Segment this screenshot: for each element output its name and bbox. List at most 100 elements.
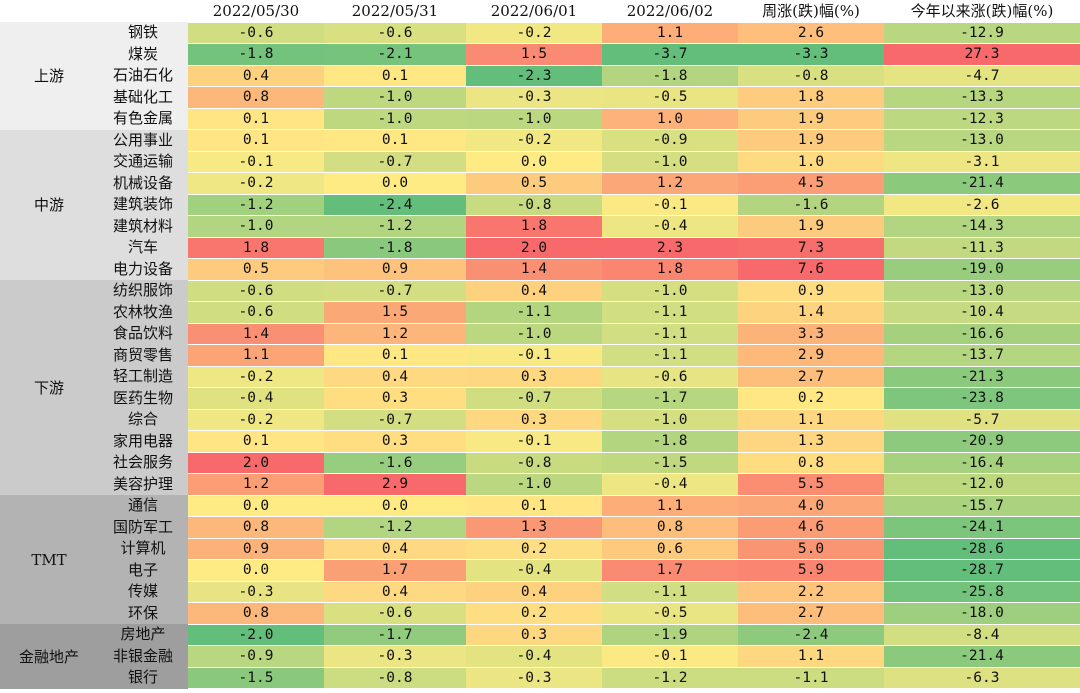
heat-cell: -2.1	[324, 44, 466, 65]
heat-cell: -12.0	[884, 474, 1080, 495]
industry-label: 纺织服饰	[112, 281, 173, 299]
heat-cell: 0.1	[188, 431, 324, 452]
heat-cell: -0.8	[466, 194, 602, 215]
industry-label: 基础化工	[112, 87, 173, 106]
heat-cell: 2.7	[738, 603, 884, 624]
heat-cell: -21.3	[884, 366, 1080, 387]
industry-label: 通信	[127, 496, 158, 514]
heat-cell: 0.4	[324, 366, 466, 387]
heat-cell: -2.4	[324, 194, 466, 215]
heat-cell: -1.0	[324, 108, 466, 129]
heat-cell: -1.8	[602, 431, 738, 452]
heat-cell: 0.8	[602, 517, 738, 538]
heat-cell: -0.2	[188, 409, 324, 430]
heat-cell: 0.9	[188, 538, 324, 559]
group-label-text: 上游	[33, 67, 64, 86]
heat-cell: -0.2	[188, 366, 324, 387]
heat-cell: 0.1	[324, 65, 466, 86]
industry-label: 农林牧渔	[112, 302, 173, 321]
heat-cell: 1.4	[738, 302, 884, 323]
heat-cell: 0.1	[324, 345, 466, 366]
heat-cell: 1.5	[466, 44, 602, 65]
heat-cell: 1.7	[602, 560, 738, 581]
industry-label: 商贸零售	[112, 345, 173, 364]
heat-cell: 0.3	[324, 431, 466, 452]
heat-cell: 0.9	[738, 280, 884, 301]
heat-cell: -1.8	[324, 237, 466, 258]
group-label: 中游	[0, 130, 98, 281]
heat-cell: 4.5	[738, 173, 884, 194]
heat-cell: 0.0	[324, 495, 466, 516]
heat-cell: 3.3	[738, 323, 884, 344]
industry-label: 综合	[127, 410, 158, 428]
heat-cell: -0.6	[188, 22, 324, 43]
heat-cell: -0.3	[188, 581, 324, 602]
heat-cell: -0.1	[466, 431, 602, 452]
group-label: TMT	[0, 495, 98, 624]
heat-cell: 1.1	[738, 646, 884, 667]
heat-cell: -2.3	[466, 65, 602, 86]
heat-cell: -11.3	[884, 237, 1080, 258]
heat-cell: -0.6	[188, 280, 324, 301]
group-band	[0, 22, 188, 130]
heat-cell: 1.5	[324, 302, 466, 323]
heat-cell: -1.9	[602, 624, 738, 645]
heat-cell: -1.1	[602, 581, 738, 602]
heat-cell: 1.1	[602, 495, 738, 516]
industry-label: 煤炭	[127, 44, 158, 63]
group-band	[0, 129, 188, 280]
heat-cell: 0.0	[466, 151, 602, 172]
heat-cell: -0.7	[466, 388, 602, 409]
column-header: 2022/05/30	[212, 2, 300, 20]
heat-cell: 7.3	[738, 237, 884, 258]
heat-cell: -1.1	[602, 302, 738, 323]
heat-cell: -21.4	[884, 173, 1080, 194]
heat-cell: -0.8	[324, 667, 466, 688]
heat-cell: -13.3	[884, 87, 1080, 108]
heat-cell: -0.6	[602, 366, 738, 387]
industry-label: 有色金属	[112, 109, 173, 127]
heat-cell: -19.0	[884, 259, 1080, 280]
heat-cell: -0.2	[466, 22, 602, 43]
heat-cell: -3.3	[738, 44, 884, 65]
heat-cell: -0.9	[188, 646, 324, 667]
heat-cell: -4.7	[884, 65, 1080, 86]
heat-cell: -2.0	[188, 624, 324, 645]
heat-cell: 0.1	[188, 108, 324, 129]
industry-label: 交通运输	[112, 152, 173, 170]
heat-cell: 0.0	[324, 173, 466, 194]
heat-cell: 1.9	[738, 130, 884, 151]
heat-cell: -1.2	[188, 194, 324, 215]
heat-cell: -3.1	[884, 151, 1080, 172]
heat-cell: -24.1	[884, 517, 1080, 538]
heat-cell: -1.1	[738, 667, 884, 688]
heat-cell: -0.4	[466, 646, 602, 667]
heat-cell: -15.7	[884, 495, 1080, 516]
column-header: 2022/06/02	[626, 2, 714, 20]
heat-cell: -1.2	[324, 517, 466, 538]
heat-cell: 1.0	[602, 108, 738, 129]
heat-cell: 0.1	[466, 495, 602, 516]
industry-label: 传媒	[127, 582, 158, 600]
industry-label: 国防军工	[112, 517, 173, 536]
heat-cell: 0.4	[466, 581, 602, 602]
heat-cell: 1.1	[602, 22, 738, 43]
industry-label: 计算机	[120, 539, 166, 557]
industry-label: 环保	[127, 603, 158, 622]
heat-cell: 0.5	[466, 173, 602, 194]
heat-cell: -0.8	[466, 452, 602, 473]
heat-cell: -1.1	[602, 323, 738, 344]
heat-cell: 1.0	[738, 151, 884, 172]
heat-cell: -1.2	[602, 667, 738, 688]
group-band	[0, 280, 188, 495]
heat-cell: 1.9	[738, 216, 884, 237]
heat-cell: -1.0	[466, 323, 602, 344]
heat-cell: -1.1	[602, 345, 738, 366]
heat-cell: -0.4	[466, 560, 602, 581]
industry-label: 房地产	[120, 625, 166, 643]
industry-label: 家用电器	[112, 431, 173, 450]
heat-cell: 0.4	[324, 581, 466, 602]
heat-cell: 1.7	[324, 560, 466, 581]
heat-cell: -13.7	[884, 345, 1080, 366]
heat-cell: 0.3	[466, 366, 602, 387]
